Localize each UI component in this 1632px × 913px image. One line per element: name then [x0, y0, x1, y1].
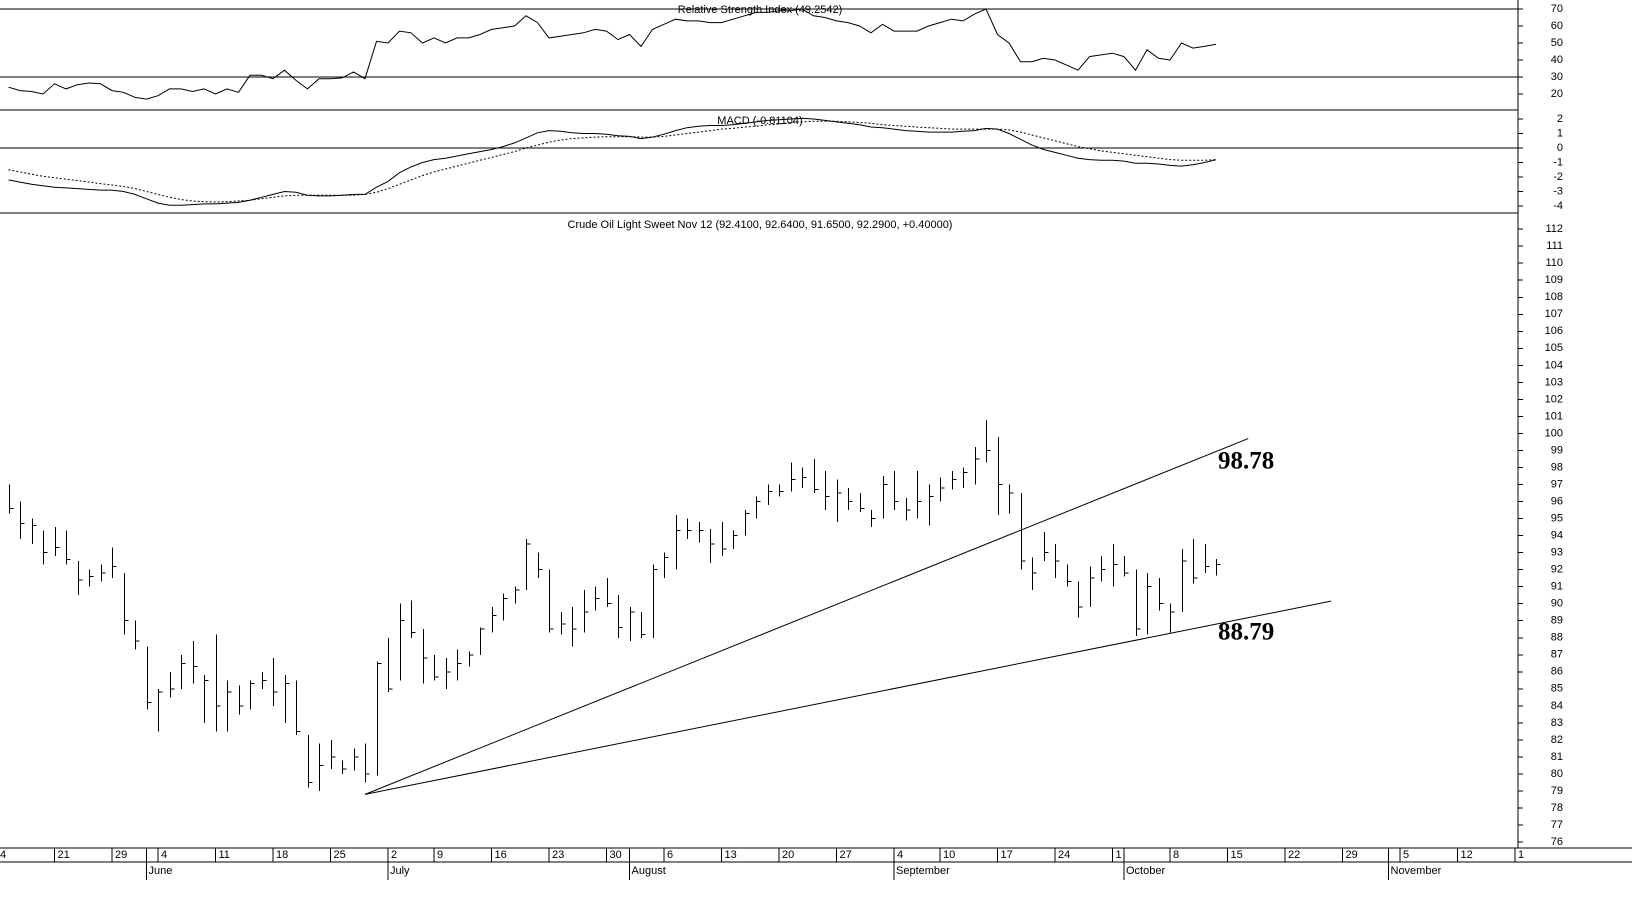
x-tick-label: 6: [667, 849, 673, 861]
y-tick-label: 79: [1551, 785, 1563, 797]
y-tick-label: 81: [1551, 751, 1563, 763]
month-label: October: [1126, 865, 1165, 877]
x-tick-label: 16: [495, 849, 507, 861]
y-tick-label: -2: [1553, 171, 1563, 183]
y-tick-label: -3: [1553, 185, 1563, 197]
x-tick-label: 11: [219, 849, 230, 861]
y-tick-label: 92: [1551, 564, 1563, 576]
rsi-line: [8, 8, 1217, 100]
x-tick-label: 4: [897, 849, 903, 861]
y-tick-label: 112: [1545, 223, 1563, 235]
y-tick-label: 95: [1551, 512, 1563, 524]
y-tick-label: 94: [1551, 530, 1563, 542]
x-tick-label: 30: [610, 849, 622, 861]
macd-line: [8, 120, 1217, 203]
x-tick-label: 24: [1058, 849, 1070, 861]
x-tick-label: 27: [840, 849, 852, 861]
y-tick-label: 84: [1551, 700, 1563, 712]
y-tick-label: 70: [1551, 3, 1563, 15]
y-tick-label: 98: [1551, 461, 1563, 473]
y-tick-label: 106: [1545, 325, 1563, 337]
y-tick-label: 20: [1551, 88, 1563, 100]
y-tick-label: -1: [1553, 156, 1563, 168]
month-label: November: [1391, 865, 1442, 877]
x-tick-label: 4: [0, 849, 6, 861]
y-tick-label: 86: [1551, 666, 1563, 678]
y-tick-label: 40: [1551, 54, 1563, 66]
trend-line: [364, 438, 1249, 795]
y-tick-label: 76: [1551, 836, 1563, 848]
y-tick-label: 2: [1557, 113, 1563, 125]
x-tick-label: 17: [1001, 849, 1013, 861]
y-tick-label: 96: [1551, 495, 1563, 507]
month-label: September: [896, 865, 950, 877]
y-tick-label: 108: [1545, 291, 1563, 303]
x-tick-label: 1: [1116, 849, 1122, 861]
rsi-title: Relative Strength Index (49.2542): [678, 4, 843, 16]
y-tick-label: 110: [1545, 257, 1563, 269]
x-tick-label: 5: [1403, 849, 1409, 861]
macd-line: [8, 117, 1217, 206]
y-tick-label: 89: [1551, 615, 1563, 627]
x-tick-label: 1: [1518, 849, 1524, 861]
y-tick-label: 90: [1551, 598, 1563, 610]
y-tick-label: 97: [1551, 478, 1563, 490]
y-tick-label: 1: [1557, 127, 1563, 139]
month-label: July: [390, 865, 410, 877]
x-tick-label: 15: [1231, 849, 1243, 861]
x-tick-label: 21: [58, 849, 70, 861]
y-tick-label: 104: [1545, 359, 1563, 371]
x-tick-label: 10: [943, 849, 955, 861]
y-tick-label: -4: [1553, 200, 1563, 212]
y-tick-label: 85: [1551, 683, 1563, 695]
y-tick-label: 102: [1545, 393, 1563, 405]
y-tick-label: 107: [1545, 308, 1563, 320]
y-tick-label: 103: [1545, 376, 1563, 388]
chart-title: Crude Oil Light Sweet Nov 12 (92.4100, 9…: [568, 219, 953, 231]
x-tick-label: 29: [115, 849, 127, 861]
y-tick-label: 83: [1551, 717, 1563, 729]
y-tick-label: 91: [1551, 581, 1563, 593]
trend-label: 88.79: [1218, 619, 1274, 646]
y-tick-label: 105: [1545, 342, 1563, 354]
x-tick-label: 13: [725, 849, 737, 861]
y-tick-label: 78: [1551, 802, 1563, 814]
x-tick-label: 8: [1173, 849, 1179, 861]
y-tick-label: 109: [1545, 274, 1563, 286]
x-tick-label: 23: [552, 849, 564, 861]
y-tick-label: 88: [1551, 632, 1563, 644]
y-tick-label: 99: [1551, 444, 1563, 456]
x-tick-label: 25: [334, 849, 346, 861]
y-tick-label: 93: [1551, 547, 1563, 559]
y-tick-label: 77: [1551, 819, 1563, 831]
y-tick-label: 111: [1546, 240, 1563, 252]
y-tick-label: 80: [1551, 768, 1563, 780]
month-label: August: [632, 865, 666, 877]
trend-label: 98.78: [1218, 448, 1274, 475]
y-tick-label: 87: [1551, 649, 1563, 661]
y-tick-label: 100: [1545, 427, 1563, 439]
x-tick-label: 4: [161, 849, 167, 861]
y-tick-label: 30: [1551, 71, 1563, 83]
x-tick-label: 2: [391, 849, 397, 861]
x-tick-label: 20: [782, 849, 794, 861]
x-tick-label: 29: [1346, 849, 1358, 861]
y-tick-label: 0: [1557, 142, 1563, 154]
y-tick-label: 60: [1551, 20, 1563, 32]
y-tick-label: 101: [1545, 410, 1563, 422]
x-tick-label: 9: [437, 849, 443, 861]
x-tick-label: 18: [276, 849, 288, 861]
x-tick-label: 12: [1461, 849, 1473, 861]
trend-line: [364, 600, 1332, 795]
y-tick-label: 82: [1551, 734, 1563, 746]
y-tick-label: 50: [1551, 37, 1563, 49]
x-tick-label: 22: [1288, 849, 1300, 861]
month-label: June: [149, 865, 173, 877]
